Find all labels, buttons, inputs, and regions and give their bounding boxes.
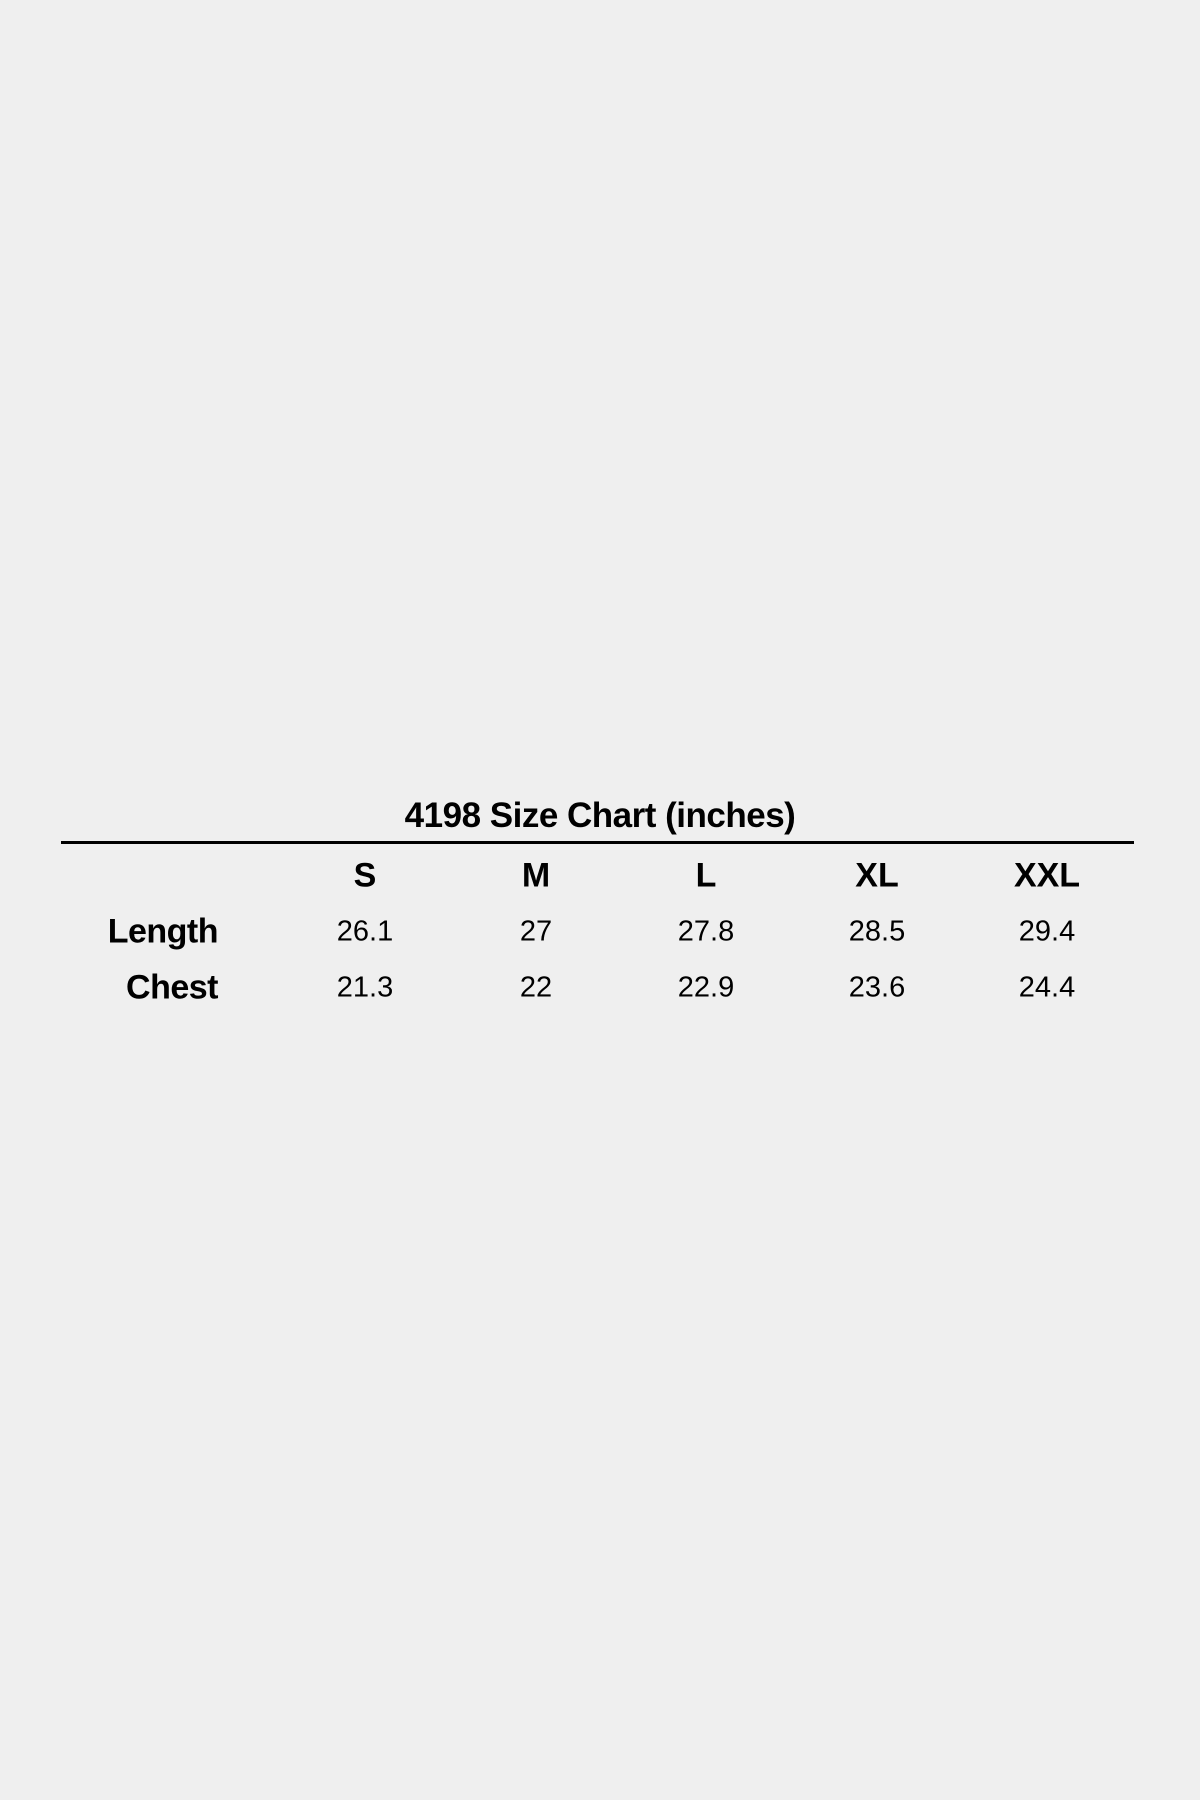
table-cell: 27.8: [677, 915, 735, 948]
column-header-l: L: [695, 856, 717, 895]
table-cell: 21.3: [336, 971, 394, 1004]
column-header-m: M: [521, 856, 551, 895]
table-cell: 28.5: [848, 915, 906, 948]
table-cell: 22: [519, 971, 553, 1004]
table-cell: 26.1: [336, 915, 394, 948]
table-cell: 29.4: [1018, 915, 1076, 948]
table-cell: 23.6: [848, 971, 906, 1004]
column-header-xxl: XXL: [1013, 856, 1081, 895]
table-cell: 22.9: [677, 971, 735, 1004]
header-rule: [61, 841, 1134, 844]
column-header-xl: XL: [855, 856, 899, 895]
size-chart-title: 4198 Size Chart (inches): [404, 796, 796, 835]
table-cell: 27: [519, 915, 553, 948]
row-label-chest: Chest: [126, 968, 218, 1007]
table-cell: 24.4: [1018, 971, 1076, 1004]
column-header-s: S: [353, 856, 377, 895]
row-label-length: Length: [107, 912, 219, 951]
